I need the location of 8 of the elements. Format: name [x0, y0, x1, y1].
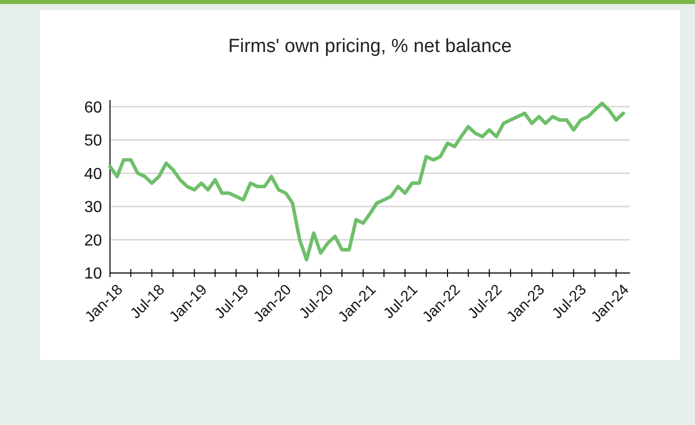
- y-tick-label: 20: [84, 232, 102, 250]
- chart-title: Firms' own pricing, % net balance: [228, 36, 512, 57]
- y-tick-label: 10: [84, 266, 102, 283]
- y-tick-label: 40: [84, 166, 102, 183]
- y-tick-label: 30: [84, 199, 102, 216]
- y-tick-label: 50: [84, 132, 102, 150]
- line-series: [108, 102, 626, 262]
- y-tick-label: 60: [84, 99, 102, 116]
